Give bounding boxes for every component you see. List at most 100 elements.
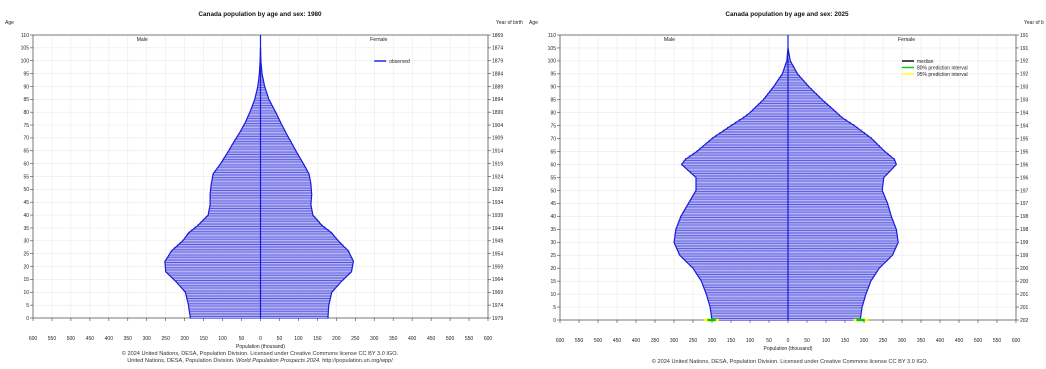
bar-male	[687, 168, 789, 171]
bar-female	[787, 225, 896, 228]
bar-female	[260, 105, 274, 108]
bar-male	[681, 163, 789, 166]
bar-male	[708, 300, 789, 303]
bar-female	[260, 170, 308, 173]
age-tick-label: 110	[548, 33, 556, 39]
bar-female	[260, 115, 279, 119]
footer-right-license: © 2024 United Nations, DESA, Population …	[651, 359, 929, 365]
bar-female	[260, 182, 312, 186]
birth-year-tick-label: 1969	[492, 290, 503, 296]
bar-male	[246, 118, 261, 121]
bar-female	[260, 190, 312, 193]
bar-male	[696, 272, 789, 275]
bar-female	[260, 121, 281, 124]
bar-female	[787, 292, 867, 296]
bar-female	[260, 239, 339, 242]
bar-female	[260, 296, 331, 299]
bar-female	[260, 244, 344, 247]
chart-title: Canada population by age and sex: 1980	[198, 11, 322, 18]
bar-female	[787, 101, 826, 104]
female-label: Female	[370, 37, 387, 43]
bar-male	[164, 260, 261, 263]
x-tick-label: 600	[484, 336, 493, 342]
x-tick-label: 150	[199, 336, 208, 342]
age-axis-title: Age	[5, 20, 14, 26]
bar-female	[787, 103, 829, 106]
bar-female	[260, 290, 332, 294]
bar-female	[787, 155, 892, 158]
age-axis-title: Age	[529, 20, 538, 26]
birth-year-tick-label: 1869	[492, 33, 503, 39]
bar-male	[678, 220, 789, 223]
bar-male	[692, 152, 789, 156]
bar-male	[688, 202, 789, 205]
x-tick-label: 400	[632, 338, 641, 344]
bar-male	[237, 134, 261, 137]
bar-female	[787, 217, 893, 220]
bar-female	[787, 251, 894, 254]
female-label: Female	[898, 37, 915, 43]
bar-male	[695, 178, 789, 182]
birth-year-tick-label: 191	[1020, 46, 1029, 52]
bar-female	[787, 233, 898, 236]
x-axis-title: Population (thousand)	[764, 346, 813, 352]
x-tick-label: 100	[294, 336, 303, 342]
bar-female	[260, 180, 311, 183]
bar-female	[787, 274, 875, 277]
bar-male	[254, 97, 261, 101]
bar-male	[209, 193, 261, 196]
bar-male	[251, 105, 261, 108]
bar-female	[787, 137, 872, 140]
age-tick-label: 65	[23, 149, 29, 155]
bar-male	[673, 240, 789, 244]
bar-female	[787, 173, 887, 176]
bar-male	[699, 277, 789, 280]
pyramid-panel-2: Canada population by age and sex: 2025 Ag…	[529, 11, 1044, 352]
age-tick-label: 10	[550, 292, 556, 298]
age-tick-label: 50	[23, 187, 29, 193]
bar-female	[787, 82, 807, 86]
bar-male	[247, 115, 261, 119]
age-tick-label: 35	[23, 226, 29, 232]
birth-year-tick-label: 1924	[492, 174, 503, 180]
bar-male	[684, 165, 789, 169]
bar-male	[709, 305, 789, 308]
bar-male	[176, 280, 261, 283]
bar-male	[205, 216, 261, 219]
birth-year-tick-label: 1964	[492, 277, 503, 283]
bar-female	[260, 270, 352, 273]
bar-female	[787, 77, 803, 80]
age-tick-label: 95	[550, 72, 556, 78]
birth-year-tick-label: 1909	[492, 136, 503, 142]
birth-year-tick-label: 1914	[492, 149, 503, 155]
bar-female	[260, 95, 269, 98]
bar-female	[787, 75, 800, 78]
bar-male	[690, 170, 789, 174]
bar-male	[695, 186, 789, 189]
bar-male	[719, 132, 789, 135]
bar-female	[260, 200, 312, 204]
birth-year-tick-label: 193	[1020, 85, 1029, 91]
birth-year-tick-label: 1884	[492, 71, 503, 77]
birth-year-tick-label: 192	[1020, 59, 1029, 65]
bar-female	[787, 253, 893, 257]
x-tick-label: 200	[180, 336, 189, 342]
bar-female	[787, 305, 863, 308]
bar-female	[787, 230, 897, 233]
bar-female	[787, 181, 884, 184]
bar-female	[787, 119, 847, 122]
x-tick-label: 150	[841, 338, 850, 344]
x-tick-label: 500	[974, 338, 983, 344]
bar-female	[260, 265, 353, 268]
bar-male	[236, 136, 261, 139]
bar-male	[209, 203, 261, 206]
x-tick-label: 350	[651, 338, 660, 344]
bar-male	[209, 195, 261, 199]
bar-female	[260, 208, 313, 211]
bar-female	[260, 159, 303, 163]
x-tick-label: 350	[917, 338, 926, 344]
bar-male	[709, 303, 789, 306]
bar-female	[260, 218, 318, 222]
bar-male	[186, 296, 261, 299]
bar-male	[185, 293, 261, 296]
